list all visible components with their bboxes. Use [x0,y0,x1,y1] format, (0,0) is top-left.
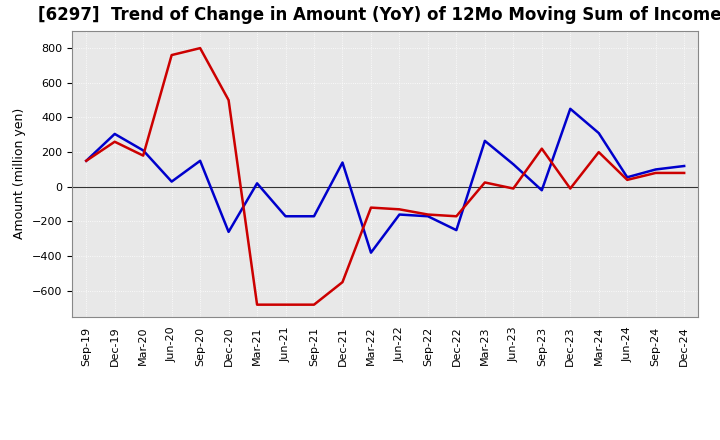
Ordinary Income [566,106,575,111]
Net Income [310,302,318,307]
Ordinary Income [139,148,148,153]
Net Income [566,186,575,191]
Net Income [480,180,489,185]
Net Income [452,214,461,219]
Ordinary Income [680,163,688,169]
Ordinary Income [395,212,404,217]
Ordinary Income [623,175,631,180]
Line: Net Income: Net Income [86,48,684,304]
Ordinary Income [480,138,489,143]
Net Income [139,153,148,158]
Net Income [395,207,404,212]
Net Income [196,45,204,51]
Y-axis label: Amount (million yen): Amount (million yen) [13,108,26,239]
Ordinary Income [82,158,91,163]
Ordinary Income [423,214,432,219]
Net Income [82,158,91,163]
Ordinary Income [253,181,261,186]
Ordinary Income [366,250,375,255]
Net Income [623,177,631,183]
Net Income [595,150,603,155]
Net Income [680,170,688,176]
Net Income [537,146,546,151]
Line: Ordinary Income: Ordinary Income [86,109,684,253]
Ordinary Income [282,214,290,219]
Ordinary Income [509,161,518,167]
Ordinary Income [167,179,176,184]
Ordinary Income [595,130,603,136]
Ordinary Income [310,214,318,219]
Net Income [423,212,432,217]
Net Income [366,205,375,210]
Ordinary Income [225,229,233,235]
Title: [6297]  Trend of Change in Amount (YoY) of 12Mo Moving Sum of Incomes: [6297] Trend of Change in Amount (YoY) o… [38,6,720,24]
Net Income [253,302,261,307]
Net Income [509,186,518,191]
Ordinary Income [338,160,347,165]
Net Income [110,139,119,144]
Net Income [338,279,347,285]
Ordinary Income [196,158,204,163]
Net Income [282,302,290,307]
Ordinary Income [537,187,546,193]
Ordinary Income [110,131,119,136]
Net Income [167,52,176,58]
Ordinary Income [652,167,660,172]
Net Income [652,170,660,176]
Ordinary Income [452,227,461,233]
Net Income [225,98,233,103]
